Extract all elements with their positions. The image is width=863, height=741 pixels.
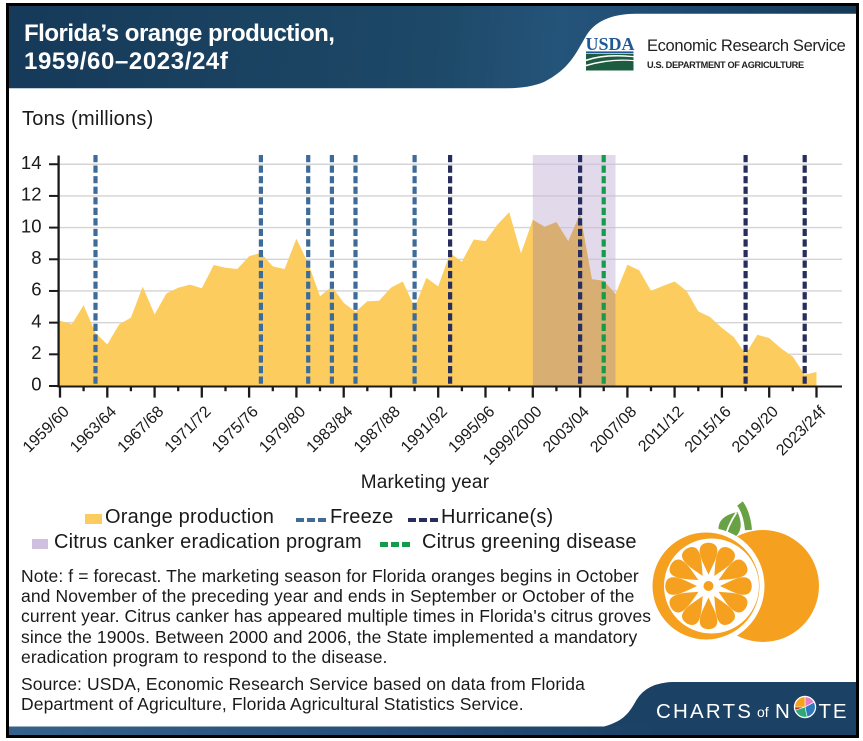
svg-text:1959/60: 1959/60 bbox=[20, 403, 73, 456]
svg-text:USDA: USDA bbox=[586, 36, 635, 54]
svg-text:2011/12: 2011/12 bbox=[635, 403, 687, 455]
svg-text:1979/80: 1979/80 bbox=[256, 403, 309, 456]
svg-text:0: 0 bbox=[31, 374, 41, 395]
svg-text:10: 10 bbox=[21, 215, 42, 236]
svg-text:1987/88: 1987/88 bbox=[351, 403, 404, 456]
svg-text:2007/08: 2007/08 bbox=[587, 403, 640, 456]
svg-text:Marketing year: Marketing year bbox=[361, 472, 490, 493]
svg-text:2: 2 bbox=[31, 342, 41, 363]
svg-text:of: of bbox=[757, 704, 769, 720]
svg-text:8: 8 bbox=[31, 247, 41, 268]
svg-text:6: 6 bbox=[31, 279, 41, 300]
svg-text:1963/64: 1963/64 bbox=[67, 403, 120, 456]
svg-text:14: 14 bbox=[21, 152, 42, 173]
svg-text:TE: TE bbox=[819, 700, 849, 723]
svg-text:4: 4 bbox=[31, 310, 41, 331]
svg-text:2023/24f: 2023/24f bbox=[773, 403, 829, 459]
svg-text:1991/92: 1991/92 bbox=[398, 403, 451, 456]
svg-text:1975/76: 1975/76 bbox=[209, 403, 262, 456]
svg-text:1983/84: 1983/84 bbox=[304, 403, 357, 456]
svg-text:2015/16: 2015/16 bbox=[682, 403, 735, 456]
svg-text:N: N bbox=[775, 700, 790, 723]
svg-text:2003/04: 2003/04 bbox=[540, 403, 593, 456]
svg-text:12: 12 bbox=[21, 184, 42, 205]
svg-text:CHARTS: CHARTS bbox=[656, 700, 753, 723]
svg-text:1967/68: 1967/68 bbox=[115, 403, 168, 456]
svg-text:1971/72: 1971/72 bbox=[162, 403, 215, 456]
